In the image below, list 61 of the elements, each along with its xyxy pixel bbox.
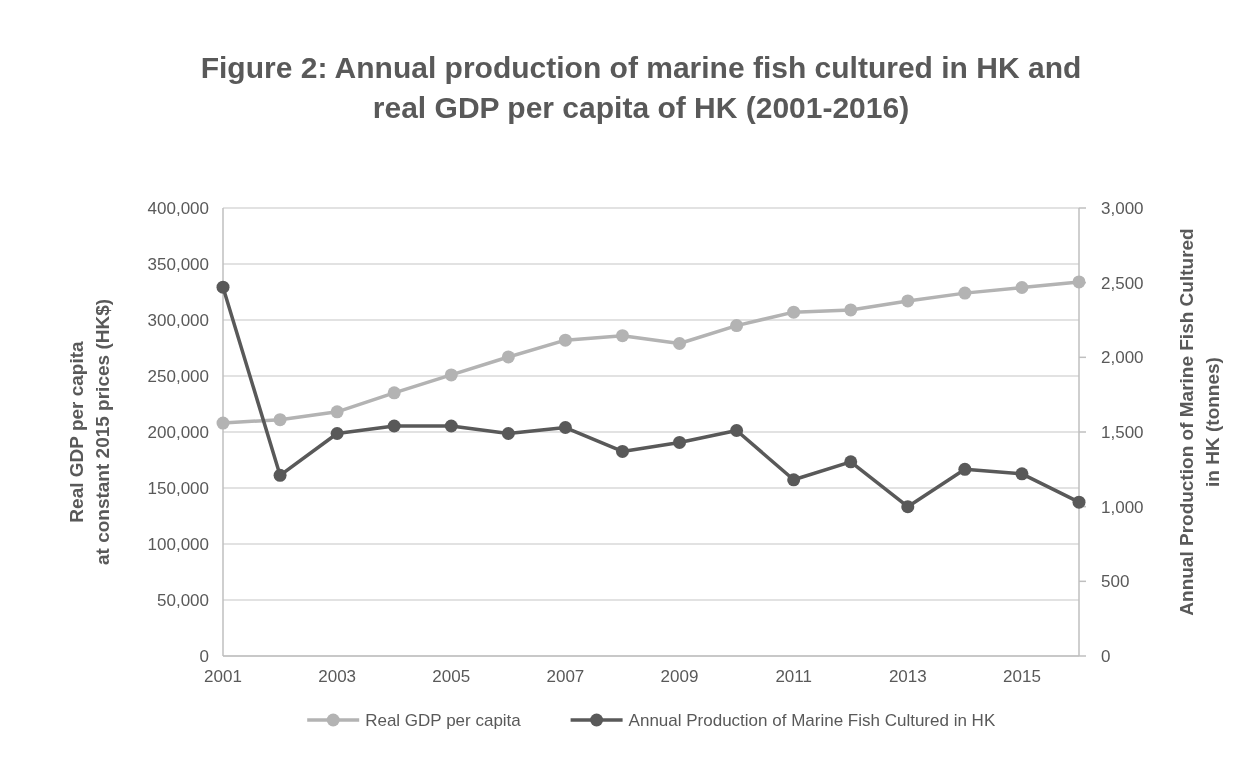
x-tick-label: 2007 xyxy=(546,667,585,686)
point xyxy=(615,444,629,458)
y2-tick-label: 1,000 xyxy=(1101,497,1144,517)
y2-tick-label: 2,500 xyxy=(1101,273,1144,293)
y-tick-label: 250,000 xyxy=(147,366,209,386)
y-tick-label: 400,000 xyxy=(147,198,209,218)
y2-tick-label: 3,000 xyxy=(1101,198,1144,218)
point xyxy=(787,473,801,487)
chart-title: Figure 2: Annual production of marine fish cultured in HK and real GDP per capita of HK (2001-2016) xyxy=(200,51,1082,124)
y-tick-label: 50,000 xyxy=(157,590,209,610)
x-tick-label: 2001 xyxy=(204,667,242,686)
y-tick-label: 150,000 xyxy=(147,478,209,498)
y-tick-label: 300,000 xyxy=(147,310,209,330)
point xyxy=(216,416,230,430)
point xyxy=(501,426,515,440)
x-tick-label: 2013 xyxy=(888,667,927,686)
point xyxy=(330,405,344,419)
point xyxy=(901,500,915,514)
point xyxy=(330,426,344,440)
legend-label: Annual Production of Marine Fish Cultured in HK xyxy=(628,710,996,730)
y-tick-label: 350,000 xyxy=(147,254,209,274)
point xyxy=(387,386,401,400)
y2-tick-label: 1,500 xyxy=(1101,422,1144,442)
point xyxy=(844,455,858,469)
x-tick-label: 2011 xyxy=(775,667,812,686)
point xyxy=(787,305,801,319)
point xyxy=(958,286,972,300)
point xyxy=(901,294,915,308)
x-tick-label: 2015 xyxy=(1003,667,1041,686)
point xyxy=(444,368,458,382)
x-tick-label: 2009 xyxy=(660,667,699,686)
legend-label: Real GDP per capita xyxy=(365,710,522,730)
x-tick-label: 2003 xyxy=(318,667,357,686)
y2-tick-label: 0 xyxy=(1101,646,1111,666)
point xyxy=(673,435,687,449)
point xyxy=(730,319,744,333)
y2-tick-label: 2,000 xyxy=(1101,348,1144,368)
point xyxy=(558,421,572,435)
y-tick-label: 200,000 xyxy=(147,422,209,442)
point xyxy=(1072,275,1086,289)
point xyxy=(730,424,744,438)
y2-tick-label: 500 xyxy=(1101,572,1130,592)
point xyxy=(444,419,458,433)
point xyxy=(501,350,515,364)
y-axis-title: Real GDP per capita at constant 2015 prices (HK$) xyxy=(66,298,113,566)
y2-axis-title: Annual Production of Marine Fish Cultured in HK (tonnes) xyxy=(1176,228,1223,616)
point xyxy=(273,468,287,482)
point xyxy=(844,303,858,317)
point xyxy=(958,462,972,476)
point xyxy=(673,337,687,351)
point xyxy=(1015,467,1029,481)
y-tick-label: 100,000 xyxy=(147,534,209,554)
point xyxy=(615,329,629,343)
x-tick-label: 2005 xyxy=(432,667,471,686)
point xyxy=(1015,281,1029,295)
point xyxy=(216,280,230,294)
y-tick-label: 0 xyxy=(199,646,209,666)
point xyxy=(558,333,572,347)
point xyxy=(1072,495,1086,509)
point xyxy=(387,419,401,433)
point xyxy=(273,413,287,427)
